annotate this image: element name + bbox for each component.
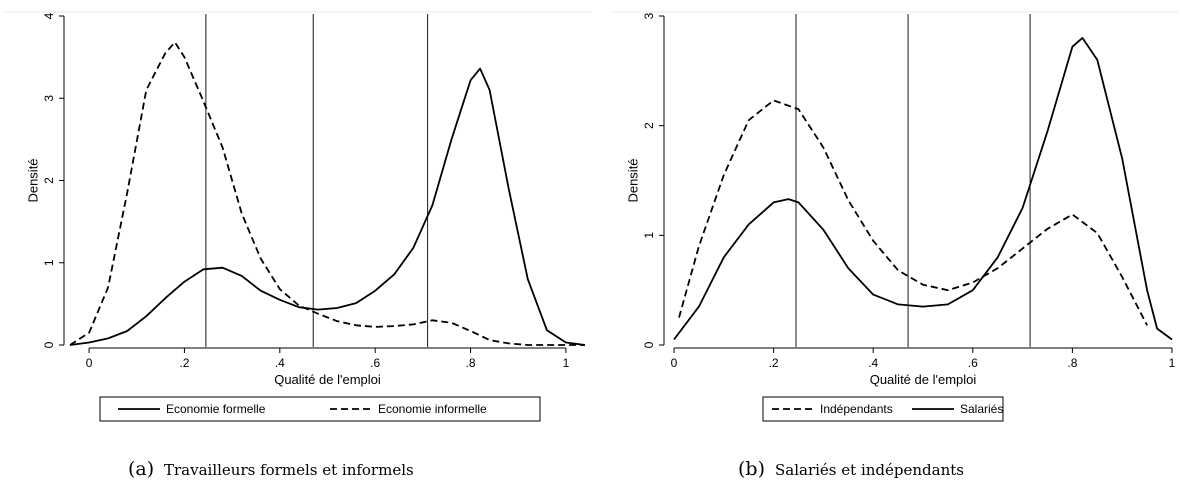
panel-b-caption-text: Salariés et indépendants (775, 461, 964, 479)
panel-a-caption: (a) Travailleurs formels et informels (128, 458, 414, 480)
y-tick-label: 3 (42, 95, 56, 102)
y-tick-label: 3 (642, 12, 656, 19)
series-line-solid (69, 67, 586, 346)
series-line-dashed (69, 41, 585, 346)
panel-a: 0 1 2 3 4 0 .2 .4 .6 .8 1 Qualité de l'emploi Dens… (4, 11, 591, 480)
panel-a-series (69, 41, 586, 346)
panel-a-axes: 0 1 2 3 4 0 .2 .4 .6 .8 1 (42, 12, 569, 370)
panel-b: 0 1 2 3 0 .2 .4 .6 .8 1 Qualité de l'emploi Densi… (612, 11, 1178, 480)
y-tick-label: 1 (42, 259, 56, 266)
legend-label: Salariés (960, 402, 1003, 416)
panel-b-vlines (795, 14, 1031, 347)
y-tick-label: 0 (642, 341, 656, 348)
x-tick-label: .6 (370, 356, 380, 370)
y-tick-label: 2 (42, 177, 56, 184)
legend-label: Economie formelle (166, 402, 266, 416)
y-tick-label: 1 (642, 232, 656, 239)
x-tick-label: .8 (1067, 356, 1077, 370)
panel-a-caption-letter: (a) (128, 458, 154, 480)
x-tick-label: .6 (968, 356, 978, 370)
x-tick-label: .8 (466, 356, 476, 370)
legend-label: Economie informelle (378, 402, 487, 416)
y-tick-label: 0 (42, 341, 56, 348)
panel-b-caption-letter: (b) (738, 458, 765, 480)
y-tick-label: 2 (642, 122, 656, 129)
x-tick-label: 0 (86, 356, 93, 370)
legend-box (762, 396, 1004, 422)
panel-b-axes: 0 1 2 3 0 .2 .4 .6 .8 1 (642, 12, 1175, 370)
panel-b-legend: Indépendants Salariés (762, 396, 1004, 422)
panel-b-y-axis-label: Densité (625, 158, 640, 202)
legend-label: Indépendants (820, 402, 893, 416)
series-line-solid (673, 37, 1173, 341)
panel-a-x-axis-label: Qualité de l'emploi (274, 372, 381, 387)
panel-a-vlines (205, 14, 429, 347)
panel-a-caption-text: Travailleurs formels et informels (164, 461, 414, 479)
x-tick-label: .4 (275, 356, 285, 370)
panel-b-series (673, 37, 1173, 341)
x-tick-label: 1 (563, 356, 570, 370)
panel-b-caption: (b) Salariés et indépendants (738, 458, 964, 480)
x-tick-label: .4 (868, 356, 878, 370)
y-tick-label: 4 (42, 12, 56, 19)
x-tick-label: .2 (769, 356, 779, 370)
x-tick-label: 0 (671, 356, 678, 370)
panel-b-x-axis-label: Qualité de l'emploi (870, 372, 977, 387)
x-tick-label: .2 (179, 356, 189, 370)
legend-box (99, 396, 541, 422)
x-tick-label: 1 (1169, 356, 1176, 370)
series-line-dashed (678, 99, 1148, 326)
panel-a-y-axis-label: Densité (25, 158, 40, 202)
panel-a-legend: Economie formelle Economie informelle (99, 396, 541, 422)
